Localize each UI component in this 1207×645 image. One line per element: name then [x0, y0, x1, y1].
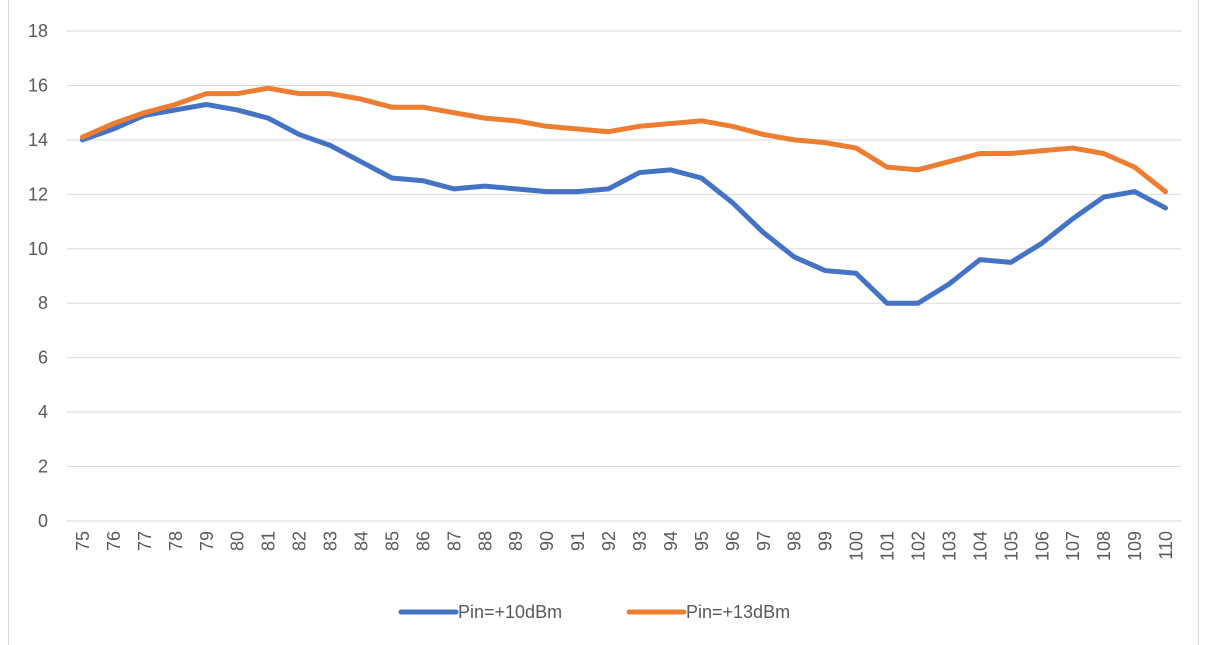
x-tick-label: 82 [290, 531, 310, 551]
x-tick-label: 90 [537, 531, 557, 551]
x-tick-label: 75 [73, 531, 93, 551]
x-tick-label: 105 [1001, 531, 1021, 561]
gridlines [67, 30, 1181, 522]
y-axis-ticks: 0 2 4 6 8 10 12 14 16 18 [28, 21, 48, 531]
x-tick-label: 87 [444, 531, 464, 551]
x-tick-label: 92 [599, 531, 619, 551]
x-tick-label: 78 [166, 531, 186, 551]
y-tick-label: 18 [28, 21, 48, 41]
x-tick-label: 93 [630, 531, 650, 551]
x-tick-label: 81 [259, 531, 279, 551]
x-tick-label: 102 [908, 531, 928, 561]
y-tick-label: 12 [28, 184, 48, 204]
x-tick-label: 95 [692, 531, 712, 551]
y-tick-label: 16 [28, 75, 48, 95]
x-tick-label: 91 [568, 531, 588, 551]
y-tick-label: 6 [38, 348, 48, 368]
x-axis-ticks: 75 76 77 78 79 80 81 82 83 84 85 86 87 88 89 90 91 92 93 94… [73, 531, 1176, 561]
y-tick-label: 0 [38, 511, 48, 531]
x-tick-label: 77 [135, 531, 155, 551]
y-tick-label: 14 [28, 130, 48, 150]
x-tick-label: 98 [785, 531, 805, 551]
x-tick-label: 76 [104, 531, 124, 551]
y-tick-label: 4 [38, 402, 48, 422]
legend: Pin=+10dBm Pin=+13dBm [398, 602, 790, 622]
x-tick-label: 103 [939, 531, 959, 561]
x-tick-label: 96 [723, 531, 743, 551]
x-tick-label: 86 [413, 531, 433, 551]
x-tick-label: 107 [1063, 531, 1083, 561]
chart-frame [8, 0, 1199, 645]
x-tick-label: 100 [847, 531, 867, 561]
legend-label-1: Pin=+10dBm [458, 602, 562, 622]
x-tick-label: 106 [1032, 531, 1052, 561]
series-line-2 [79, 85, 1169, 195]
x-tick-label: 84 [351, 531, 371, 551]
x-tick-label: 94 [661, 531, 681, 551]
y-tick-label: 10 [28, 239, 48, 259]
y-tick-label: 2 [38, 457, 48, 477]
x-tick-label: 89 [506, 531, 526, 551]
x-tick-label: 97 [754, 531, 774, 551]
x-tick-label: 80 [228, 531, 248, 551]
x-tick-label: 109 [1125, 531, 1145, 561]
x-tick-label: 110 [1156, 531, 1176, 560]
legend-label-2: Pin=+13dBm [686, 602, 790, 622]
x-tick-label: 101 [878, 531, 898, 561]
x-tick-label: 79 [197, 531, 217, 551]
x-tick-label: 99 [816, 531, 836, 551]
x-tick-label: 108 [1094, 531, 1114, 561]
x-tick-label: 85 [382, 531, 402, 551]
y-tick-label: 8 [38, 293, 48, 313]
x-tick-label: 104 [970, 531, 990, 561]
x-tick-label: 88 [475, 531, 495, 551]
series-lines [79, 85, 1169, 306]
series-line-1 [79, 102, 1169, 306]
x-tick-label: 83 [321, 531, 341, 551]
